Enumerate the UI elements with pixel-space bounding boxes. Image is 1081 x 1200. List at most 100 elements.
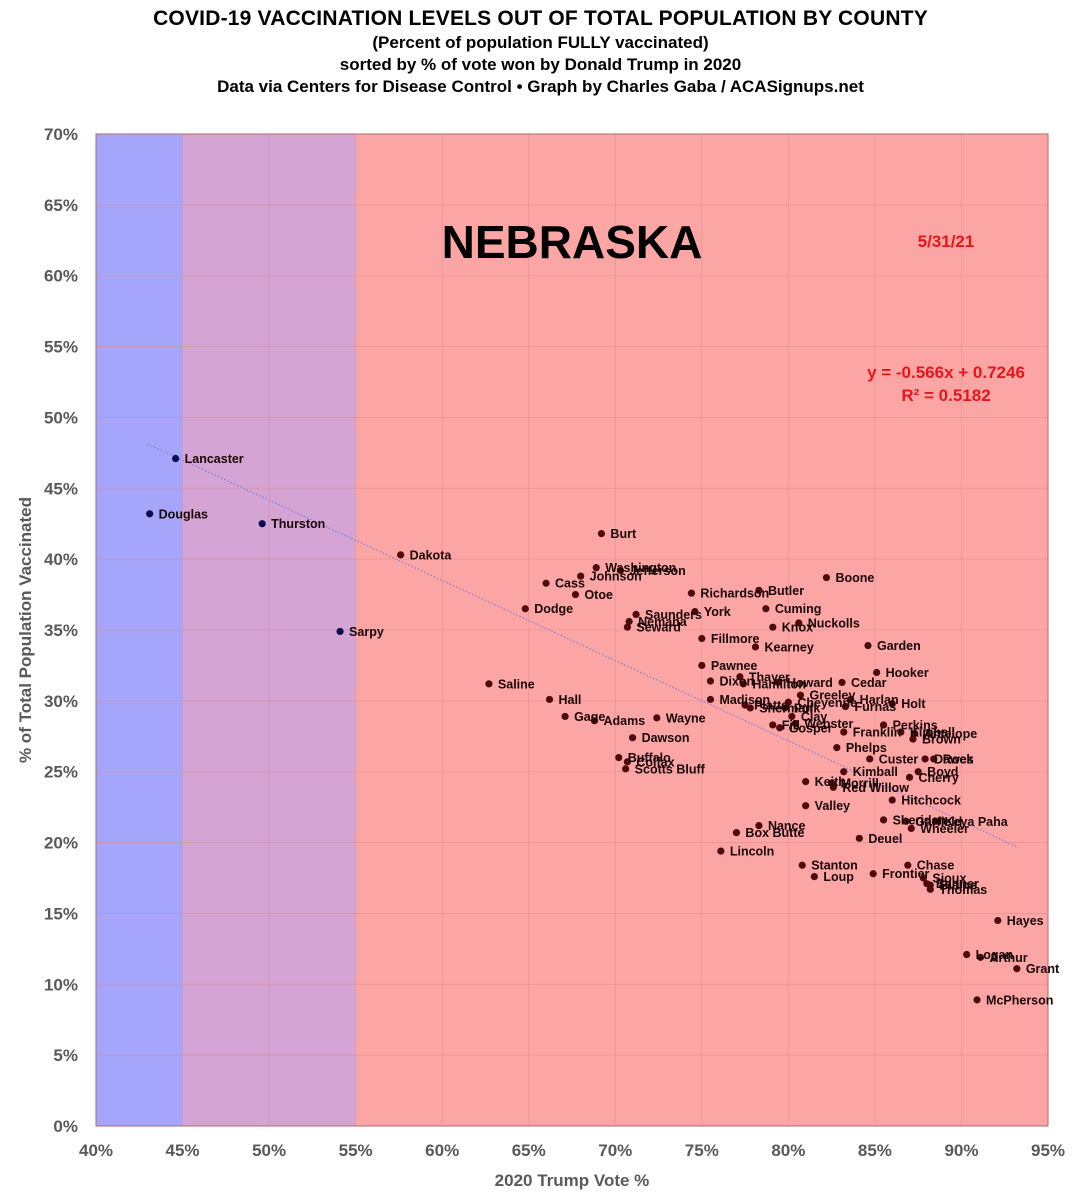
point-label: Kearney [764,641,813,655]
x-axis-label: 2020 Trump Vote % [495,1171,650,1190]
point-label: Thayer [749,670,790,684]
point-label: Kimball [910,726,955,740]
data-point [545,695,554,704]
point-label: Washington [605,561,676,575]
y-tick-label: 10% [44,975,78,994]
data-point [873,668,881,677]
point-label: Cuming [775,602,822,616]
data-point [706,677,715,685]
data-point [687,589,696,597]
point-label: Fill [782,718,800,732]
data-point [888,700,896,708]
point-label: Dakota [410,548,453,562]
x-tick-label: 40% [79,1141,113,1160]
point-label: Garden [877,639,921,653]
point-label: Burt [610,527,637,541]
point-label: Jefferson [629,564,685,578]
data-point [902,817,910,825]
point-label: Nemaha [638,615,688,629]
data-point [653,714,661,722]
data-point [930,755,938,763]
x-tick-label: 85% [858,1141,892,1160]
point-label: Phelps [846,741,887,755]
data-point [784,698,792,706]
point-label: Chase [917,859,955,873]
point-label: Lincoln [730,845,774,859]
data-point [802,802,810,810]
point-label: Thomas [939,883,987,897]
trendline [147,443,1019,849]
data-point [755,586,763,594]
point-label: Keith [815,775,846,789]
data-points [146,454,1021,1004]
date-label: 5/31/21 [918,232,975,251]
point-label: Cherry [919,771,959,785]
point-label: Hall [558,693,581,707]
data-point [931,817,940,825]
data-point [909,735,917,743]
data-point [698,661,706,670]
data-point [869,870,877,878]
data-point [746,704,754,712]
data-point [810,872,818,881]
point-label: Webster [804,717,853,731]
data-point [855,834,863,842]
data-point [592,564,600,572]
data-point [904,861,912,869]
data-point [146,510,154,518]
point-label: Garfield [915,815,962,829]
point-label: Stanton [811,859,858,873]
point-label: Antelope [924,727,978,741]
point-label: Sheridan [893,813,947,827]
y-tick-label: 15% [44,904,78,923]
data-point [781,704,789,712]
y-tick-label: 30% [44,692,78,711]
point-label: Keya Paha [944,815,1008,829]
point-label: Polk [794,701,820,715]
x-tick-label: 70% [598,1141,632,1160]
chart-subtitle-2: sorted by % of vote won by Donald Trump … [339,55,742,74]
plot-border [95,133,1049,1127]
point-label: Boone [835,571,874,585]
point-label: Hitchcock [901,794,961,808]
data-point [840,768,848,776]
chart-header: COVID-19 VACCINATION LEVELS OUT OF TOTAL… [0,6,1081,98]
data-point [622,765,630,773]
chart-subtitle-1: (Percent of population FULLY vaccinated) [372,33,709,52]
data-point [769,623,777,631]
point-label: Johnson [590,570,642,584]
point-label: Platte [754,699,788,713]
point-label: Madison [719,693,770,707]
data-point [864,641,872,650]
chart-subtitle-3: Data via Centers for Disease Control • G… [217,77,864,96]
y-tick-label: 40% [44,550,78,569]
data-point [911,729,919,738]
data-point [833,744,841,752]
point-label: Sherman [759,701,813,715]
point-label: Colfax [636,755,674,769]
data-point [623,758,631,766]
data-point [615,753,623,762]
point-label: Valley [815,799,850,813]
data-point [561,712,569,721]
point-label: Pawnee [711,659,758,673]
point-label: Logan [976,948,1014,962]
chart-title: COVID-19 VACCINATION LEVELS OUT OF TOTAL… [153,7,928,30]
data-point [888,796,896,804]
data-point [577,572,585,580]
x-tick-label: 45% [166,1141,200,1160]
data-point [691,607,699,616]
y-tick-label: 50% [44,408,78,427]
point-label: Scotts Bluff [635,762,706,776]
point-label: Clay [801,710,827,724]
data-point [571,590,580,599]
data-point [838,678,846,687]
data-point [798,861,806,869]
point-label: York [704,605,731,619]
point-label: Perkins [893,718,938,732]
y-tick-label: 20% [44,834,78,853]
point-label: Howard [787,676,833,690]
data-point [795,619,803,627]
point-label: Otoe [584,588,613,602]
point-label: Arthur [989,951,1027,965]
